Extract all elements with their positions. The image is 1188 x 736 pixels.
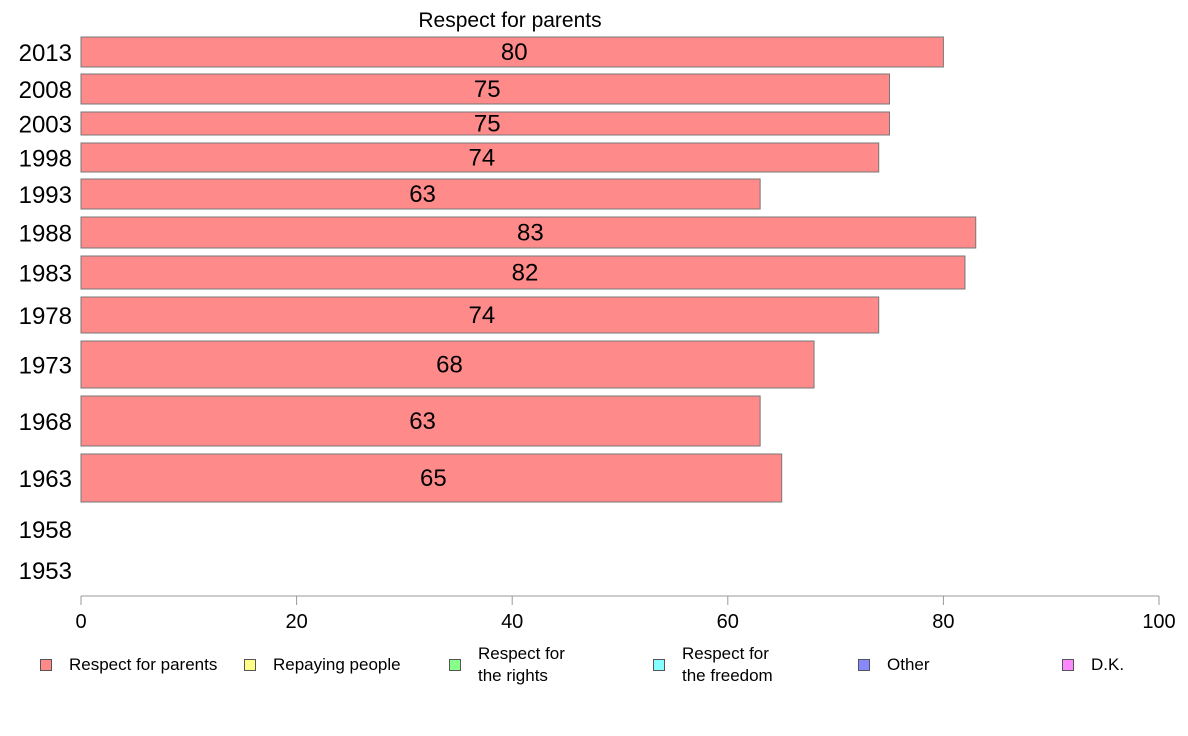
- bar-1998: [80, 142, 880, 173]
- legend-label: Respect for the rights: [478, 644, 565, 685]
- bar-2008: [80, 73, 890, 105]
- chart: Respect for parents 80757574638382746863…: [19, 9, 1176, 633]
- legend-swatch: [40, 659, 52, 671]
- value-label-1968: 63: [409, 408, 436, 435]
- bar-1993: [80, 178, 761, 210]
- legend-swatch: [1062, 659, 1074, 671]
- category-label-1978: 1978: [19, 303, 72, 330]
- category-label-2013: 2013: [19, 40, 72, 67]
- legend-item: Respect for parents: [40, 640, 217, 690]
- value-label-1973: 68: [436, 352, 463, 379]
- legend-label: D.K.: [1091, 655, 1125, 674]
- category-label-1998: 1998: [19, 146, 72, 173]
- legend-swatch: [858, 659, 870, 671]
- chart-title: Respect for parents: [418, 9, 601, 32]
- x-tick-label-60: 60: [717, 611, 739, 633]
- legend-item: D.K.: [1062, 640, 1124, 690]
- category-label-1968: 1968: [19, 409, 72, 436]
- value-label-1993: 63: [409, 181, 436, 208]
- legend-swatch: [653, 659, 665, 671]
- category-label-1973: 1973: [19, 353, 72, 380]
- legend-swatch: [244, 659, 256, 671]
- legend-label: Repaying people: [273, 655, 401, 674]
- bar-1968: [80, 395, 761, 447]
- value-label-1983: 82: [512, 260, 539, 287]
- legend: Respect for parents Repaying people Respec…: [0, 640, 1188, 700]
- category-label-2003: 2003: [19, 112, 72, 139]
- value-label-1978: 74: [469, 302, 496, 329]
- bar-1973: [80, 340, 815, 389]
- category-labels: 2013 2008 2003 1998 1993 1988 1983 1978 1973 1968…: [19, 40, 72, 585]
- category-label-1953: 1953: [19, 558, 72, 585]
- legend-label: Respect for the freedom: [682, 644, 773, 685]
- category-label-1993: 1993: [19, 182, 72, 209]
- legend-label: Respect for parents: [69, 655, 218, 674]
- legend-swatch: [449, 659, 461, 671]
- category-label-1958: 1958: [19, 517, 72, 544]
- bar-2013: [80, 36, 944, 68]
- category-label-1988: 1988: [19, 221, 72, 248]
- legend-item: Other: [858, 640, 930, 690]
- x-tick-label-40: 40: [501, 611, 523, 633]
- bar-1963: [80, 453, 783, 503]
- value-label-1998: 74: [469, 145, 496, 172]
- value-label-1963: 65: [420, 465, 447, 492]
- bar-1983: [80, 255, 966, 290]
- value-label-2008: 75: [474, 76, 501, 103]
- x-axis: 0 20 40 60 80 100: [75, 595, 1176, 633]
- legend-item: Respect for the rights: [449, 640, 565, 690]
- legend-item: Repaying people: [244, 640, 401, 690]
- legend-item: Respect for the freedom: [653, 640, 773, 690]
- category-label-2008: 2008: [19, 77, 72, 104]
- legend-label: Other: [887, 655, 930, 674]
- value-label-2013: 80: [501, 39, 528, 66]
- category-label-1983: 1983: [19, 261, 72, 288]
- bar-2003: [80, 111, 890, 136]
- bar-1978: [80, 296, 880, 334]
- category-label-1963: 1963: [19, 466, 72, 493]
- value-label-1988: 83: [517, 220, 544, 247]
- x-tick-label-80: 80: [932, 611, 954, 633]
- bar-1988: [80, 216, 977, 249]
- x-tick-label-20: 20: [285, 611, 307, 633]
- x-tick-label-100: 100: [1142, 611, 1175, 633]
- value-label-2003: 75: [474, 111, 501, 138]
- x-tick-label-0: 0: [75, 611, 86, 633]
